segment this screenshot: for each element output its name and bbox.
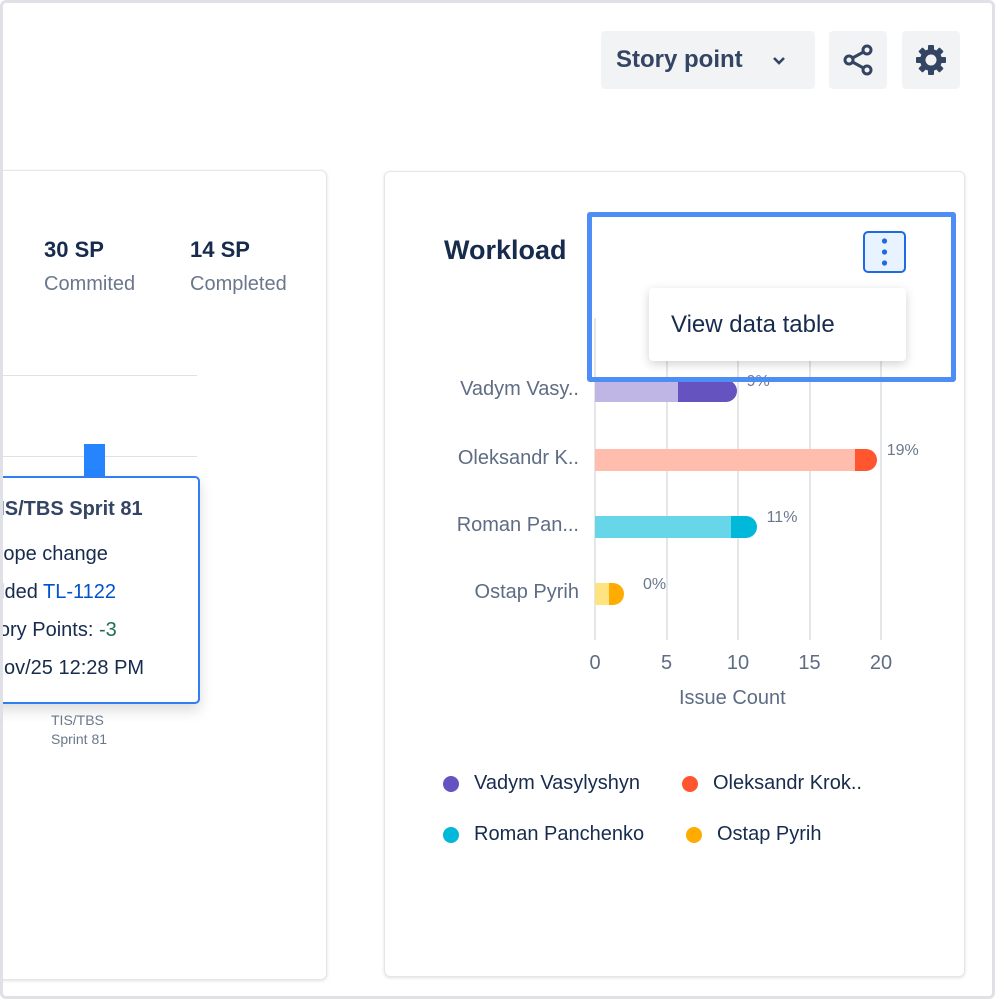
tooltip-timestamp: /Nov/25 12:28 PM: [0, 657, 145, 679]
x-tick-label: 0: [589, 652, 601, 674]
chart-tooltip: TIS/TBS Sprit 81 Scope change Added TL-1…: [0, 476, 200, 704]
gridline: [737, 318, 739, 640]
more-actions-button[interactable]: [863, 231, 906, 273]
gridline: [665, 318, 668, 640]
chevron-down-icon: [773, 57, 785, 65]
gridline: [880, 318, 882, 640]
bar-data-label: 19%: [886, 442, 919, 459]
stat-completed-value: 14 SP: [190, 237, 250, 262]
legend-item[interactable]: Roman Panchenko: [443, 823, 644, 846]
x-tick-label: 5: [660, 652, 673, 674]
x-axis-title: Issue Count: [679, 687, 786, 709]
legend-dot-icon: [443, 826, 459, 843]
actions-menu: View data table: [649, 288, 906, 361]
x-axis-label: TIS/TBS Sprint 81: [51, 712, 108, 747]
share-button[interactable]: [829, 31, 887, 89]
legend-label: Roman Panchenko: [474, 823, 645, 845]
gridline: [808, 318, 811, 640]
bar-segment-light[interactable]: [595, 380, 678, 402]
focus-highlight: [587, 212, 956, 382]
more-vertical-icon: [881, 238, 888, 266]
legend-label: Vadym Vasylyshyn: [474, 772, 640, 794]
y-category-label: Oleksandr K..: [457, 447, 579, 469]
legend-dot-icon: [443, 775, 459, 792]
gridline: [594, 318, 596, 640]
menu-item-view-data-table[interactable]: View data table: [671, 311, 835, 338]
share-icon: [843, 44, 873, 76]
bar-segment-dark[interactable]: [677, 380, 737, 402]
tooltip-points: Story Points: -3: [0, 619, 117, 641]
x-tick-label: 10: [726, 652, 750, 674]
workload-title: Workload: [444, 235, 567, 265]
bar-data-label: 0%: [643, 576, 667, 593]
bar-data-label: 11%: [766, 509, 798, 526]
legend-label: Ostap Pyrih: [717, 823, 822, 845]
legend-item[interactable]: Vadym Vasylyshyn: [443, 772, 640, 795]
tooltip-change-type: Scope change: [0, 543, 108, 565]
gridline: [3, 375, 197, 376]
legend-item[interactable]: Ostap Pyrih: [686, 823, 821, 846]
tooltip-title: TIS/TBS Sprit 81: [0, 498, 143, 520]
issue-link[interactable]: TL-1122: [43, 581, 117, 603]
bar-segment-light[interactable]: [595, 449, 856, 471]
tooltip-added: Added TL-1122: [0, 581, 117, 603]
gear-icon: [916, 45, 946, 75]
y-category-label: Vadym Vasy..: [460, 378, 579, 400]
unit-select[interactable]: Story point: [601, 31, 815, 89]
legend-dot-icon: [682, 775, 698, 792]
y-category-label: Ostap Pyrih: [474, 581, 579, 603]
bar-segment-dark[interactable]: [730, 516, 757, 538]
stat-completed-label: Completed: [190, 273, 287, 295]
legend-item[interactable]: Oleksandr Krok..: [682, 772, 862, 795]
bar-segment-dark[interactable]: [855, 449, 877, 471]
x-tick-label: 20: [869, 652, 893, 674]
bar-segment-light[interactable]: [595, 516, 731, 538]
x-tick-label: 15: [798, 652, 821, 674]
y-category-label: Roman Pan...: [456, 514, 579, 536]
stat-committed-value: 30 SP: [44, 237, 104, 262]
legend-dot-icon: [686, 826, 702, 843]
legend-label: Oleksandr Krok..: [713, 772, 862, 794]
unit-select-value: Story point: [616, 46, 743, 73]
stat-committed-label: Commited: [44, 273, 136, 295]
sprint-bar[interactable]: [84, 444, 105, 478]
bar-segment-dark[interactable]: [609, 583, 624, 605]
bar-segment-light[interactable]: [595, 583, 610, 605]
settings-button[interactable]: [902, 31, 960, 89]
